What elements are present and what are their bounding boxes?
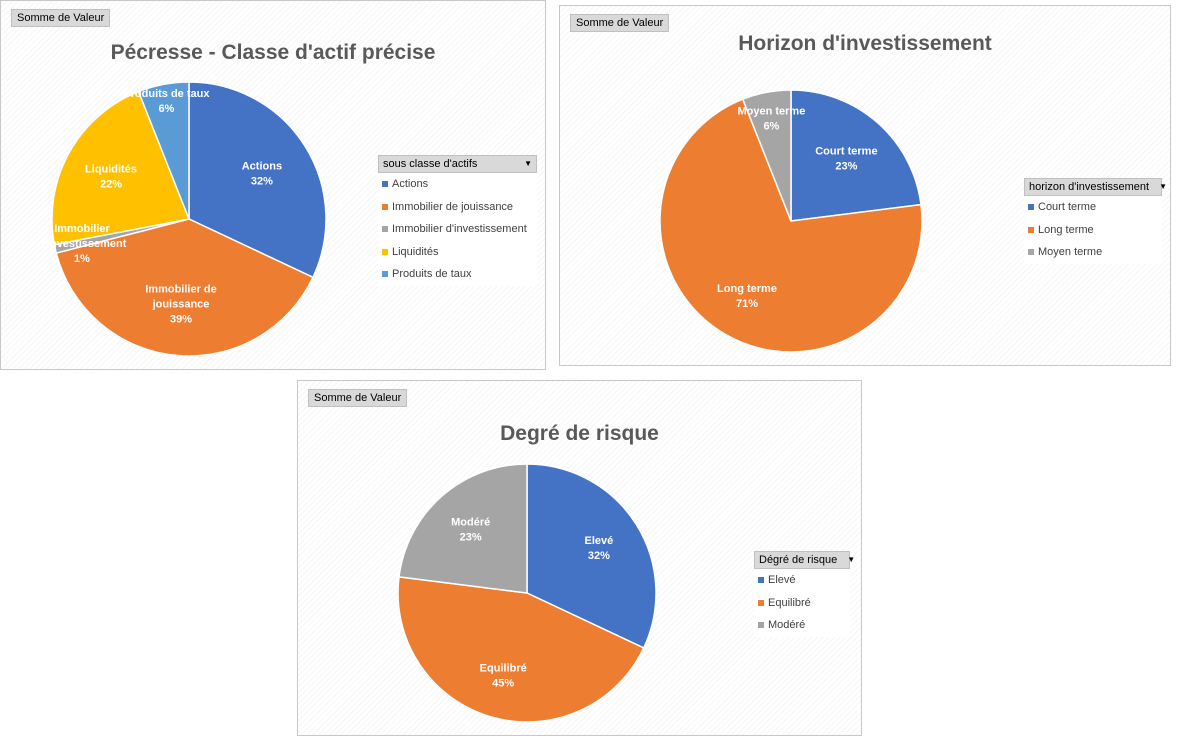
legend-swatch	[382, 181, 388, 188]
legend-item-actions[interactable]: Actions	[378, 173, 537, 196]
pie-slice-liquidites[interactable]	[51, 90, 191, 246]
pie-chart-asset-class: Actions 32% Immobilier de jouissance 39% Immo…	[38, 81, 327, 357]
legend-swatch	[758, 622, 764, 629]
pie-chart-horizon: Court terme 23% Long terme 71% Moyen terme 6%	[659, 89, 923, 353]
legend-swatch	[758, 577, 764, 584]
legend-filter-dropdown[interactable]: sous classe d'actifs ▼	[378, 155, 537, 173]
legend-swatch	[382, 248, 388, 255]
legend-risk: Dégré de risque ▼ Elevé Equilibré Modéré	[754, 551, 855, 637]
chart-title: Horizon d'investissement	[738, 32, 992, 55]
pie-slice-long-terme[interactable]	[659, 98, 923, 353]
chart-title: Pécresse - Classe d'actif précise	[110, 41, 436, 64]
pie-chart-risk: Elevé 32% Equilibré 45% Modéré 23%	[397, 463, 657, 723]
legend-label: Liquidités	[392, 245, 439, 258]
data-label-immobilier-d-investissement: Immobilier d'investissement 1%	[38, 223, 127, 265]
legend-item-long-terme[interactable]: Long terme	[1024, 219, 1162, 242]
legend-item-liquidites[interactable]: Liquidités	[378, 241, 537, 264]
chart-panel-asset-class: Somme de Valeur Pécresse - Classe d'acti…	[0, 0, 546, 370]
legend-title: horizon d'investissement	[1029, 181, 1150, 193]
data-label-actions: Actions 32%	[242, 160, 282, 187]
legend-label: Long terme	[1038, 223, 1094, 236]
legend-label: Court terme	[1038, 201, 1097, 214]
legend-label: Moyen terme	[1038, 246, 1103, 259]
legend-label: Elevé	[768, 574, 796, 587]
pie-slice-eleve[interactable]	[526, 463, 657, 649]
chart-title: Degré de risque	[500, 422, 659, 445]
legend-swatch	[758, 599, 764, 606]
legend-swatch	[382, 203, 388, 210]
field-button-sum-value[interactable]: Somme de Valeur	[570, 14, 670, 32]
data-label-immobilier-de-jouissance: Immobilier de jouissance 39%	[145, 284, 217, 326]
legend-item-court-terme[interactable]: Court terme	[1024, 196, 1162, 219]
pie-slice-equilibre[interactable]	[397, 575, 645, 723]
legend-label: Equilibré	[768, 596, 811, 609]
legend-label: Immobilier d'investissement	[392, 223, 527, 236]
legend-label: Produits de taux	[392, 268, 472, 281]
pie-slice-moyen-terme[interactable]	[741, 89, 792, 222]
legend-label: Immobilier de jouissance	[392, 200, 514, 213]
chart-panel-horizon: Somme de Valeur Horizon d'investissement…	[559, 5, 1171, 366]
legend-swatch	[1028, 226, 1034, 233]
legend-item-modere[interactable]: Modéré	[754, 614, 850, 637]
pie-slice-actions[interactable]	[188, 81, 327, 279]
legend-item-immobilier-de-jouissance[interactable]: Immobilier de jouissance	[378, 196, 537, 219]
dropdown-arrow-icon: ▼	[847, 555, 856, 564]
chart-panel-risk: Somme de Valeur Degré de risque Elevé 32%…	[297, 380, 862, 736]
legend-item-immobilier-d-investissement[interactable]: Immobilier d'investissement	[378, 218, 537, 241]
data-label-liquidites: Liquidités 22%	[85, 164, 137, 191]
legend-item-moyen-terme[interactable]: Moyen terme	[1024, 241, 1162, 264]
legend-filter-dropdown[interactable]: Dégré de risque ▼	[754, 551, 855, 569]
legend-item-eleve[interactable]: Elevé	[754, 569, 850, 592]
data-label-produits-de-taux: Produits de taux 6%	[123, 88, 210, 115]
pie-slice-court-terme[interactable]	[790, 89, 922, 222]
legend-horizon: horizon d'investissement ▼ Court terme Lo…	[1024, 178, 1167, 264]
legend-swatch	[382, 226, 388, 233]
data-label-moyen-terme: Moyen terme 6%	[737, 106, 805, 133]
field-button-sum-value[interactable]: Somme de Valeur	[11, 9, 111, 27]
data-label-court-terme: Court terme 23%	[815, 146, 877, 173]
legend-swatch	[382, 271, 388, 278]
legend-asset-class: sous classe d'actifs ▼ Actions Immobilier…	[378, 155, 537, 286]
dropdown-arrow-icon: ▼	[524, 159, 532, 168]
data-label-long-terme: Long terme 71%	[717, 283, 777, 310]
data-label-modere: Modéré 23%	[451, 517, 490, 544]
legend-title: sous classe d'actifs	[383, 158, 478, 170]
legend-label: Modéré	[768, 619, 806, 632]
legend-item-produits-de-taux[interactable]: Produits de taux	[378, 263, 537, 286]
legend-item-equilibre[interactable]: Equilibré	[754, 592, 850, 615]
pie-slice-immobilier-de-jouissance[interactable]	[55, 218, 314, 357]
data-label-eleve: Elevé 32%	[585, 535, 614, 562]
data-label-equilibre: Equilibré 45%	[480, 662, 527, 689]
legend-title: Dégré de risque	[759, 554, 838, 566]
legend-swatch	[1028, 249, 1034, 256]
pie-slice-produits-de-taux[interactable]	[137, 81, 190, 220]
legend-label: Actions	[392, 178, 429, 191]
field-button-sum-value[interactable]: Somme de Valeur	[308, 389, 408, 407]
dropdown-arrow-icon: ▼	[1159, 182, 1168, 191]
legend-filter-dropdown[interactable]: horizon d'investissement ▼	[1024, 178, 1167, 196]
pie-slice-modere[interactable]	[398, 463, 528, 594]
legend-swatch	[1028, 204, 1034, 211]
